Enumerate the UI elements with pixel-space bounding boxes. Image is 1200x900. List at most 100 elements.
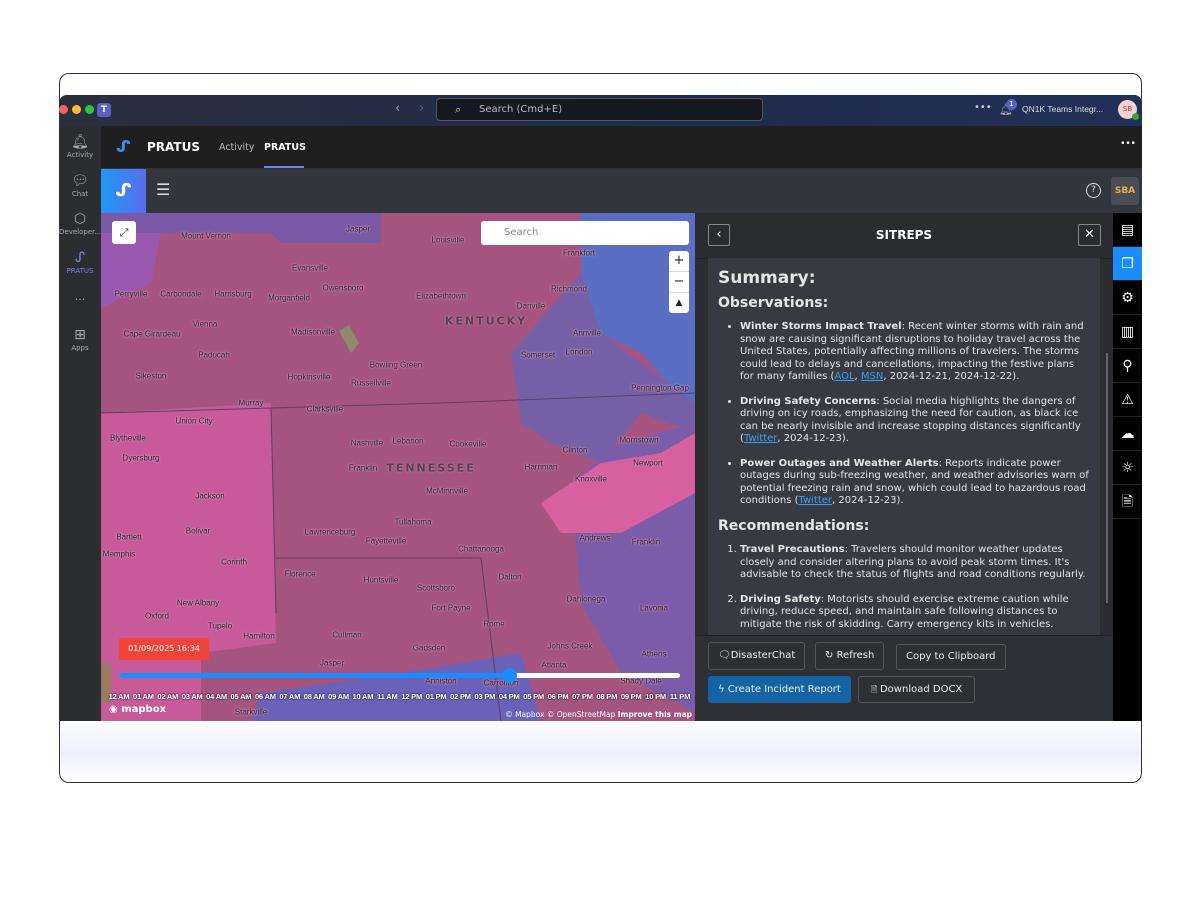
rail-item-developer[interactable]: ⬡ Developer... [59,210,101,236]
timeline-hour-label[interactable]: 04 AM [206,692,227,701]
city-label: Clinton [562,445,588,455]
teams-search-input[interactable]: ⌕ Search (Cmd+E) [436,98,763,121]
timeline-hour-label[interactable]: 03 AM [181,692,203,701]
timeline-hour-label[interactable]: 10 PM [645,692,666,701]
source-link[interactable]: Twitter [743,433,778,444]
hamburger-menu-icon[interactable]: ☰ [156,180,171,199]
timeline-hour-label[interactable]: 07 PM [572,692,593,701]
zoom-in-button[interactable]: + [673,253,685,268]
back-button[interactable]: ‹ [708,224,730,246]
compass-button[interactable]: ▲ [669,292,689,313]
city-label: Rome [483,619,505,629]
observation-item: Driving Safety Concerns: Social media hi… [740,396,1090,446]
user-badge[interactable]: SBA [1111,177,1139,205]
map-view[interactable]: Mount Vernon Jasper Louisville Frankfort Eva… [101,213,695,721]
timeline-hour-label[interactable]: 01 PM [425,692,447,701]
city-label: Vienna [192,319,218,329]
copy-to-clipboard-button[interactable]: Copy to Clipboard [896,644,1006,670]
map-search-placeholder: Search [504,227,539,238]
more-icon[interactable]: ••• [974,102,992,113]
region-blue-ne [581,213,695,413]
rail-item-chat[interactable]: 💬︎ Chat [59,172,101,198]
zoom-controls: + − ▲ [669,251,689,313]
source-link[interactable]: MSN [860,371,884,382]
source-link[interactable]: Twitter [798,495,833,506]
sitreps-icon[interactable]: ❐ [1113,247,1142,281]
timeline-hour-label[interactable]: 05 AM [230,692,252,701]
timeline-hour-label[interactable]: 03 PM [474,692,496,701]
observation-item: Winter Storms Impact Travel: Recent wint… [740,321,1090,384]
timeline-hour-label[interactable]: 12 PM [401,692,423,701]
zoom-out-button[interactable]: − [669,271,689,292]
timeline-hour-label[interactable]: 09 AM [328,692,349,701]
fullscreen-button[interactable]: ⤢ [112,221,136,244]
close-panel-button[interactable]: ✕ [1078,224,1101,246]
chat-icon[interactable]: ▤ [1113,213,1142,247]
minimize-window-button[interactable] [72,105,81,114]
timeline-hour-label[interactable]: 06 AM [254,692,276,701]
rail-item-apps[interactable]: ⊞ Apps [59,326,101,352]
app-more-icon[interactable]: ••• [1120,139,1136,149]
city-label: Bartlett [116,532,142,542]
rail-item-more[interactable]: ... [59,290,101,303]
lightbulb-icon[interactable]: ☼ [1113,451,1142,485]
cloud-icon[interactable]: ☁ [1113,417,1142,451]
timeline-hour-label[interactable]: 01 AM [132,692,154,701]
state-border [101,392,695,721]
notification-badge: 1 [1006,99,1017,110]
timeline-hour-label[interactable]: 11 AM [377,692,398,701]
timeline-hour-label[interactable]: 02 PM [450,692,471,701]
pratus-home-logo[interactable]: ᔑ [101,169,146,213]
timeline-hour-label[interactable]: 06 PM [547,692,569,701]
content-scrollbar[interactable] [1106,353,1108,603]
region-purple-nw [101,213,381,243]
timeline-hour-label[interactable]: 12 AM [108,692,130,701]
city-label: Florence [284,569,316,579]
warning-icon[interactable]: ⚠ [1113,383,1142,417]
close-window-button[interactable] [59,105,68,114]
map-search-input[interactable]: Search [481,221,689,245]
presence-icon [1132,113,1139,120]
timeline-hour-label[interactable]: 02 AM [157,692,179,701]
download-docx-button[interactable]: 🗎 Download DOCX [858,676,976,703]
location-pin-icon[interactable]: ⚲ [1113,349,1142,383]
city-label: Jackson [195,491,225,501]
timeline-slider[interactable] [119,668,680,683]
timeline-hour-label[interactable]: 05 PM [523,692,544,701]
timeline-hour-label[interactable]: 10 AM [352,692,374,701]
timeline-thumb[interactable] [501,668,517,683]
forward-icon[interactable]: › [419,101,425,116]
timeline-hour-label[interactable]: 08 AM [303,692,325,701]
item-title: Travel Precautions [740,544,845,555]
maximize-window-button[interactable] [85,105,94,114]
attribution-text[interactable]: © Mapbox © OpenStreetMap [505,710,616,719]
chat-icon: 🗨︎ [718,650,731,661]
timeline-hour-label[interactable]: 08 PM [596,692,618,701]
tab-pratus[interactable]: PRATUS [264,142,306,153]
city-label: Carbondale [160,289,202,299]
map-icon[interactable]: ▥ [1113,315,1142,349]
timeline-hour-label[interactable]: 07 AM [279,692,301,701]
tab-activity[interactable]: Activity [219,142,255,153]
refresh-button[interactable]: ↻ Refresh [815,642,885,670]
search-placeholder: Search (Cmd+E) [479,104,563,115]
rail-item-activity[interactable]: 🔔︎ Activity [59,133,101,159]
rail-label: Developer... [59,228,102,236]
create-incident-report-button[interactable]: ϟ Create Incident Report [708,676,851,703]
document-icon[interactable]: 🗎 [1113,485,1142,519]
source-link[interactable]: AOL [834,371,855,382]
city-label: Newport [633,458,663,468]
back-icon[interactable]: ‹ [395,101,401,116]
rail-item-pratus[interactable]: ᔑ PRATUS [59,249,101,275]
gear-icon[interactable]: ⚙ [1113,281,1142,315]
city-label: Blytheville [109,433,147,443]
timeline-hour-label[interactable]: 11 PM [669,692,691,701]
account-name[interactable]: QN1K Teams Integr... [1022,104,1104,114]
timeline-hour-label[interactable]: 09 PM [620,692,642,701]
city-label: Morristown [619,435,659,445]
help-icon[interactable]: ? [1086,183,1101,198]
improve-map-link[interactable]: Improve this map [617,710,692,719]
disasterchat-button[interactable]: 🗨︎DisasterChat [708,642,806,670]
city-label: Huntsville [363,575,399,585]
timeline-hour-label[interactable]: 04 PM [498,692,520,701]
